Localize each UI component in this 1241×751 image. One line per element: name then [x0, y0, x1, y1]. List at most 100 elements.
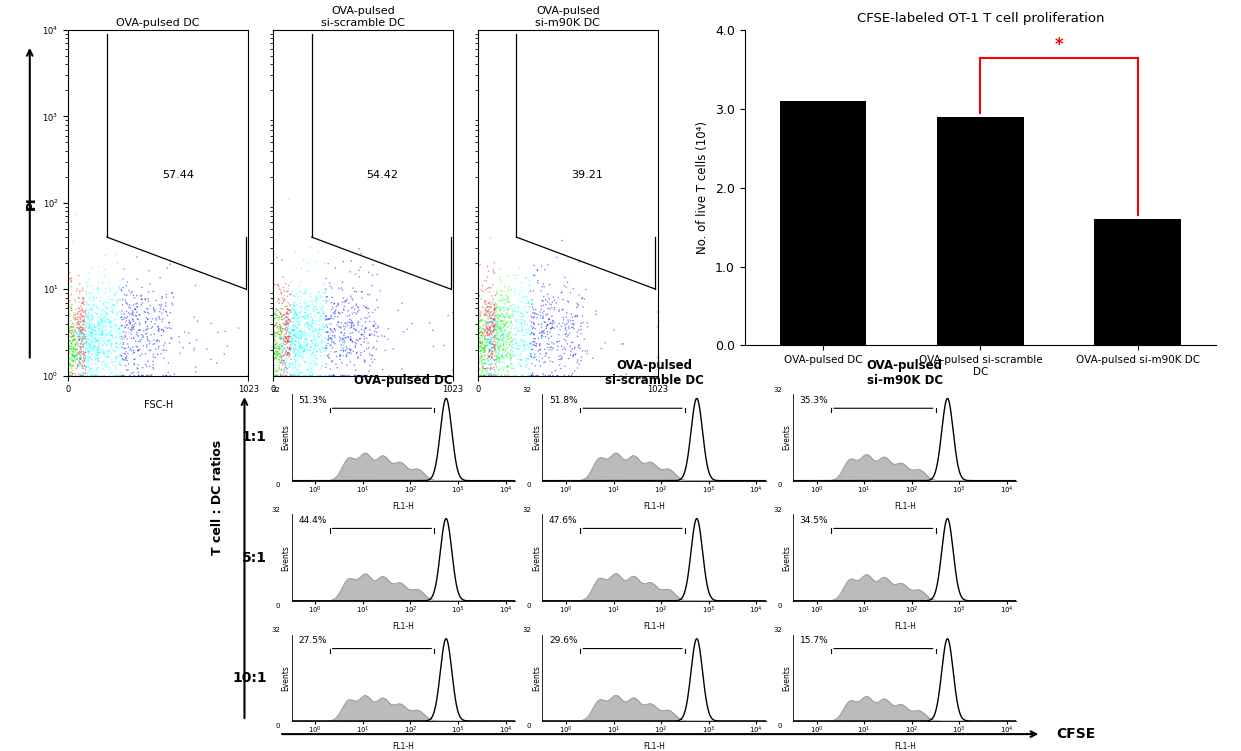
Point: [308, 306, 328, 318]
Point: [519, 352, 539, 364]
Text: 39.21: 39.21: [571, 170, 603, 180]
Point: [499, 296, 519, 308]
Point: [313, 294, 333, 306]
Point: [511, 354, 531, 366]
Point: [555, 333, 575, 345]
Point: [503, 339, 522, 351]
Point: [284, 304, 304, 316]
Point: [298, 328, 318, 340]
Point: [305, 335, 325, 347]
Point: [489, 352, 509, 364]
Point: [480, 325, 500, 337]
Point: [60, 309, 79, 321]
Point: [545, 322, 565, 334]
Point: [160, 337, 180, 349]
Point: [345, 285, 365, 297]
Point: [269, 297, 289, 309]
Point: [271, 322, 290, 334]
Point: [277, 300, 297, 312]
Point: [539, 303, 558, 315]
Point: [524, 303, 544, 315]
Point: [343, 335, 362, 347]
Point: [354, 300, 374, 312]
Point: [513, 290, 532, 302]
Point: [277, 285, 297, 297]
Point: [72, 369, 92, 382]
Point: [468, 327, 488, 339]
Point: [506, 328, 526, 340]
Point: [73, 342, 93, 354]
Point: [323, 326, 343, 338]
Point: [516, 327, 536, 339]
Point: [71, 341, 91, 353]
Point: [482, 338, 501, 350]
Point: [341, 348, 361, 360]
Point: [73, 357, 93, 369]
Point: [74, 298, 94, 310]
Point: [114, 369, 134, 382]
Point: [483, 321, 503, 333]
Point: [267, 327, 287, 339]
Point: [545, 294, 565, 306]
Point: [443, 364, 463, 376]
Point: [272, 357, 292, 369]
Point: [60, 366, 79, 379]
Point: [69, 327, 89, 339]
Point: [99, 282, 119, 294]
Point: [87, 335, 107, 347]
Point: [69, 324, 89, 336]
Point: [144, 363, 164, 375]
Point: [491, 363, 511, 376]
Point: [267, 365, 287, 377]
Point: [305, 295, 325, 307]
Point: [570, 256, 589, 268]
Point: [311, 338, 331, 350]
Point: [575, 333, 594, 345]
Point: [276, 336, 295, 348]
Point: [506, 342, 526, 354]
Point: [347, 369, 367, 382]
Point: [92, 321, 112, 333]
Point: [279, 348, 299, 360]
Point: [308, 340, 328, 352]
Point: [475, 303, 495, 315]
Point: [508, 269, 527, 281]
Point: [120, 342, 140, 354]
Point: [60, 369, 79, 382]
Point: [137, 341, 156, 353]
Point: [305, 333, 325, 345]
Point: [82, 332, 102, 344]
Point: [274, 369, 294, 382]
Point: [490, 271, 510, 283]
Point: [372, 330, 392, 342]
Point: [118, 363, 138, 376]
Point: [508, 301, 527, 313]
Point: [98, 349, 118, 361]
Point: [272, 369, 292, 382]
Point: [79, 322, 99, 334]
Point: [486, 309, 506, 321]
Point: [264, 327, 284, 339]
Point: [74, 333, 94, 345]
Point: [473, 365, 493, 377]
Point: [79, 360, 99, 372]
Point: [300, 357, 320, 369]
Point: [515, 316, 535, 328]
Point: [271, 331, 290, 343]
Point: [293, 351, 313, 363]
Point: [330, 349, 350, 361]
Point: [283, 312, 303, 324]
Point: [71, 369, 91, 382]
Point: [67, 354, 87, 366]
Point: [357, 288, 377, 300]
Point: [316, 342, 336, 354]
Point: [179, 327, 199, 339]
Point: [149, 323, 169, 335]
Point: [571, 324, 591, 336]
Point: [331, 345, 351, 357]
Point: [506, 337, 526, 349]
Point: [78, 338, 98, 350]
Point: [285, 300, 305, 312]
Point: [482, 316, 501, 328]
Point: [278, 303, 298, 315]
